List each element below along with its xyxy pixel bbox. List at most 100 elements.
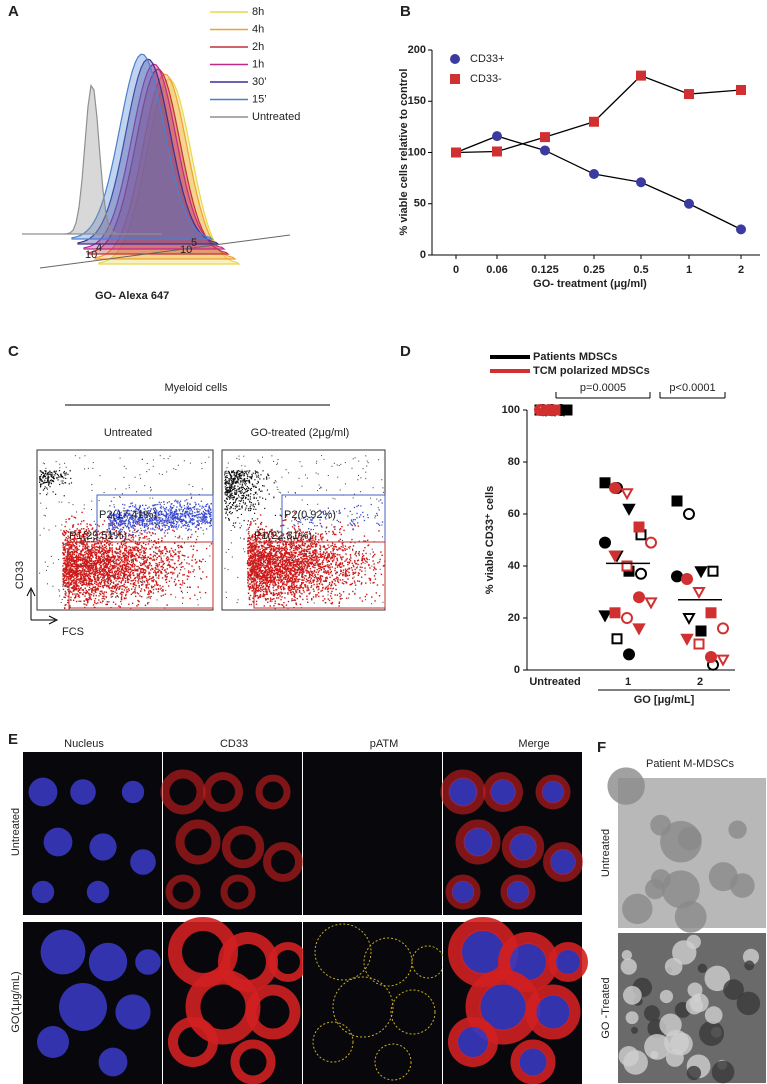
dot [134, 546, 136, 548]
dot [139, 521, 141, 523]
dot [169, 565, 172, 567]
histogram-curve [83, 63, 226, 250]
dot [94, 588, 96, 590]
dot [328, 571, 330, 574]
dot [123, 538, 126, 540]
dot [127, 520, 130, 522]
dot [107, 555, 109, 558]
dot [141, 524, 144, 527]
dot [145, 578, 148, 580]
point [492, 131, 502, 142]
dot [73, 551, 76, 554]
dot [295, 559, 298, 561]
dot [170, 506, 172, 508]
dot [70, 558, 73, 561]
dot [374, 600, 376, 602]
dot [295, 590, 297, 592]
dot [43, 488, 46, 490]
dot [148, 469, 150, 471]
dot [86, 523, 88, 525]
dot [105, 562, 107, 564]
point [736, 224, 746, 235]
dot [123, 512, 126, 515]
dot [70, 579, 72, 582]
dot [147, 587, 150, 589]
dot [181, 554, 184, 556]
dot [136, 554, 139, 557]
dot [155, 572, 157, 574]
dot [277, 582, 280, 585]
dot [250, 568, 252, 571]
dot [297, 569, 299, 571]
dot [67, 581, 70, 583]
dot [201, 513, 204, 516]
dot [146, 462, 148, 464]
dot [339, 521, 341, 523]
dot [191, 559, 193, 561]
dot [192, 507, 194, 509]
dot [72, 569, 74, 572]
dot [142, 504, 144, 506]
dot [72, 526, 74, 528]
dot [133, 548, 136, 550]
dot [136, 576, 138, 578]
dot [183, 460, 185, 462]
dot [115, 565, 117, 568]
dot [262, 560, 265, 563]
dot [90, 566, 93, 569]
dot [312, 539, 314, 541]
dot [115, 573, 117, 576]
dot [152, 576, 155, 578]
dot [99, 593, 102, 596]
dot [94, 573, 96, 576]
dot [88, 534, 91, 537]
dot [140, 581, 143, 583]
dot [191, 522, 193, 524]
dot [99, 558, 101, 560]
dot [174, 525, 176, 527]
dot [146, 532, 148, 534]
dot [127, 568, 129, 570]
dot [119, 566, 122, 568]
y-tick-label: 50 [414, 198, 426, 210]
dot [39, 477, 41, 479]
dot [64, 525, 66, 528]
dot [49, 471, 51, 473]
dot [270, 551, 272, 553]
dot [189, 519, 191, 521]
dot [73, 597, 76, 599]
dot [130, 525, 132, 527]
dot [63, 495, 65, 497]
dot [91, 572, 93, 574]
dot [300, 539, 303, 541]
dot [121, 517, 123, 519]
dot [101, 536, 103, 539]
dot [55, 493, 57, 495]
dot [210, 519, 212, 522]
dot [161, 540, 163, 542]
dot [150, 557, 152, 560]
dot [315, 560, 318, 563]
dot [65, 544, 67, 546]
dot [94, 574, 97, 577]
dot [142, 537, 144, 539]
dot [164, 579, 167, 581]
dot [64, 564, 67, 566]
dot [46, 472, 49, 474]
dot [102, 571, 105, 573]
dot [133, 517, 135, 519]
dot [59, 467, 61, 469]
dot [147, 524, 150, 527]
dot [200, 561, 203, 563]
dot [81, 511, 83, 514]
dot [121, 531, 123, 533]
dot [179, 502, 181, 504]
dot [72, 556, 74, 559]
dot [293, 543, 295, 545]
dot [42, 462, 44, 464]
dot [198, 559, 201, 562]
dot [256, 558, 259, 560]
dot [178, 508, 180, 511]
dot [100, 561, 103, 564]
dot [330, 545, 332, 547]
